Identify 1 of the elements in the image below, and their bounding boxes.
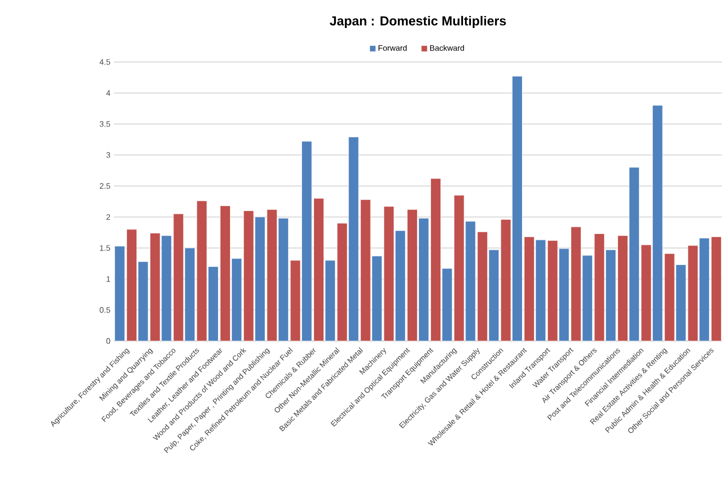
chart-title: Japan : Domestic Multipliers [330,16,506,28]
